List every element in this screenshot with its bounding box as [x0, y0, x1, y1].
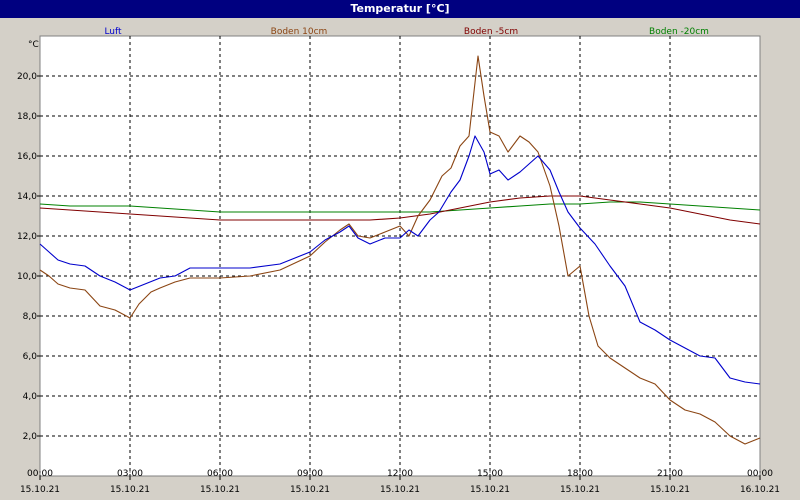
- y-tick-label: 18,0: [17, 112, 37, 122]
- x-tick-time-label: 15:00: [477, 469, 503, 479]
- x-tick-date-label: 15.10.21: [560, 485, 600, 495]
- series-line-boden-20cm: [39, 201, 761, 213]
- x-tick-time-label: 03:00: [117, 469, 143, 479]
- y-tick-label: 10,0: [17, 272, 37, 282]
- x-tick-date-label: 15.10.21: [110, 485, 150, 495]
- legend: Luft Boden 10cm Boden -5cm Boden -20cm: [104, 27, 709, 37]
- x-tick-time-label: 09:00: [297, 469, 323, 479]
- x-tick-date-label: 15.10.21: [650, 485, 690, 495]
- x-axis-ticks: 00:00 15.10.21 03:00 15.10.21 06:00 15.10.21 0…: [20, 469, 780, 495]
- x-tick-date-label: 15.10.21: [20, 485, 60, 495]
- series-line-boden-5cm: [39, 195, 761, 225]
- series-lines: [39, 55, 761, 445]
- x-tick-date-label: 15.10.21: [290, 485, 330, 495]
- y-tick-label: 6,0: [23, 352, 38, 362]
- x-tick-time-label: 06:00: [207, 469, 233, 479]
- x-tick-time-label: 21:00: [657, 469, 683, 479]
- legend-item-label: Boden -20cm: [649, 27, 709, 37]
- temperature-chart: 2,0 4,0 6,0 8,0 10,0 12,0 14,0 16,0 18,0 20,0 00:…: [17, 27, 780, 495]
- y-axis-ticks: 2,0 4,0 6,0 8,0 10,0 12,0 14,0 16,0 18,0 20,0: [17, 72, 40, 442]
- y-tick-label: 16,0: [17, 152, 37, 162]
- x-tick-time-label: 00:00: [27, 469, 53, 479]
- grid: [40, 36, 760, 476]
- x-tick-date-label: 15.10.21: [380, 485, 420, 495]
- y-tick-label: 8,0: [23, 312, 38, 322]
- y-tick-label: 14,0: [17, 192, 37, 202]
- legend-item-label: Luft: [104, 27, 122, 37]
- legend-item-label: Boden 10cm: [271, 27, 328, 37]
- x-tick-date-label: 16.10.21: [740, 485, 780, 495]
- chart-title: Temperatur [°C]: [0, 0, 800, 18]
- series-line-luft: [39, 135, 761, 385]
- x-tick-date-label: 15.10.21: [470, 485, 510, 495]
- x-tick-time-label: 00:00: [747, 469, 773, 479]
- y-tick-label: 20,0: [17, 72, 37, 82]
- x-tick-time-label: 18:00: [567, 469, 593, 479]
- x-tick-time-label: 12:00: [387, 469, 413, 479]
- y-tick-label: 4,0: [23, 392, 38, 402]
- series-line-boden-10cm: [39, 55, 761, 445]
- y-tick-label: 12,0: [17, 232, 37, 242]
- y-axis-unit-label: °C: [28, 40, 39, 50]
- legend-item-label: Boden -5cm: [464, 27, 518, 37]
- x-tick-date-label: 15.10.21: [200, 485, 240, 495]
- y-tick-label: 2,0: [23, 432, 38, 442]
